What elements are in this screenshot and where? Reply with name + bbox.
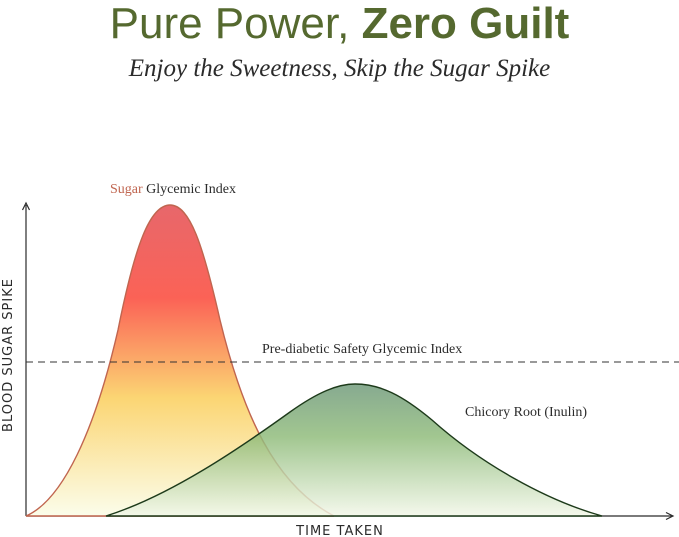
title-bold: Zero Guilt — [361, 0, 570, 48]
sugar-label-word: Sugar — [110, 182, 143, 197]
sugar-label: Sugar Glycemic Index — [110, 182, 236, 197]
chicory-curve — [105, 383, 603, 517]
chicory-label: Chicory Root (Inulin) — [465, 405, 587, 420]
title-light: Pure Power, — [109, 0, 350, 48]
x-axis-arrow — [665, 511, 675, 521]
y-axis-arrow — [21, 201, 31, 211]
page-title: Pure Power, Zero Guilt — [0, 2, 679, 46]
threshold-label: Pre-diabetic Safety Glycemic Index — [262, 342, 462, 357]
page-subtitle: Enjoy the Sweetness, Skip the Sugar Spik… — [128, 55, 551, 82]
x-axis-title: TIME TAKEN — [295, 524, 384, 537]
sugar-label-rest: Glycemic Index — [143, 182, 236, 197]
y-axis-title: BLOOD SUGAR SPIKE — [1, 278, 16, 432]
